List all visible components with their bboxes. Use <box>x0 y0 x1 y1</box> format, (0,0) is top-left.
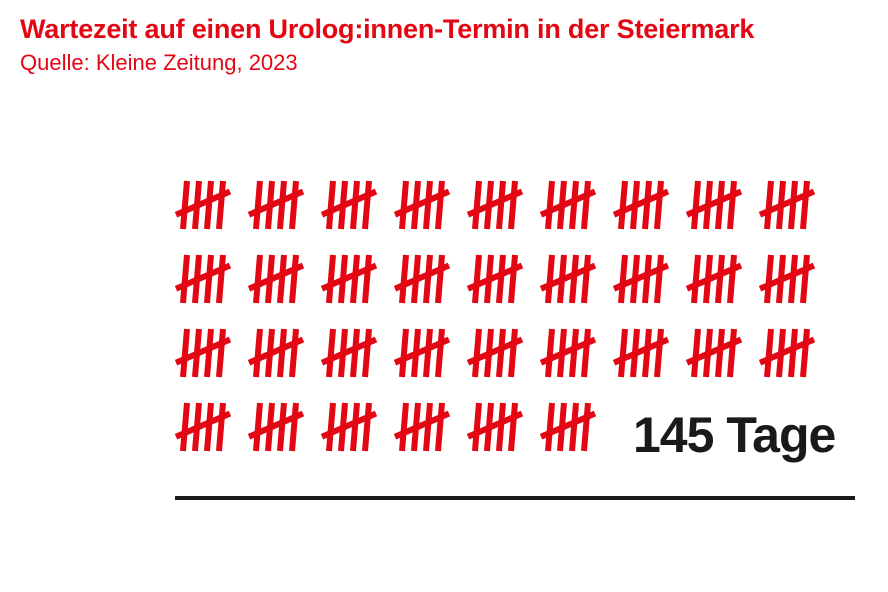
tally-group-icon <box>540 326 596 380</box>
tally-group-icon <box>394 178 450 232</box>
tally-group-icon <box>467 400 523 454</box>
tally-group-icon <box>467 252 523 306</box>
result-value: 145 Tage <box>633 410 835 460</box>
tally-group-icon <box>540 178 596 232</box>
tally-group-icon <box>175 252 231 306</box>
page-title: Wartezeit auf einen Urolog:innen-Termin … <box>20 14 754 45</box>
tally-group-icon <box>467 326 523 380</box>
tally-group-icon <box>759 252 815 306</box>
tally-row <box>175 252 875 306</box>
tally-group-icon <box>321 178 377 232</box>
tally-group-icon <box>540 400 596 454</box>
tally-group-icon <box>175 178 231 232</box>
tally-group-icon <box>394 252 450 306</box>
tally-group-icon <box>686 252 742 306</box>
tally-group-icon <box>759 326 815 380</box>
tally-group-icon <box>394 400 450 454</box>
tally-group-icon <box>248 252 304 306</box>
underline <box>175 496 855 500</box>
tally-group-icon <box>175 326 231 380</box>
source-line: Quelle: Kleine Zeitung, 2023 <box>20 50 298 76</box>
tally-group-icon <box>613 178 669 232</box>
tally-area: 145 Tage <box>175 178 875 474</box>
tally-group-icon <box>248 178 304 232</box>
tally-group-icon <box>248 326 304 380</box>
tally-group-icon <box>686 178 742 232</box>
tally-group-icon <box>394 326 450 380</box>
tally-group-icon <box>321 326 377 380</box>
tally-row <box>175 178 875 232</box>
tally-row <box>175 326 875 380</box>
infographic-page: Wartezeit auf einen Urolog:innen-Termin … <box>0 0 888 592</box>
tally-group-icon <box>759 178 815 232</box>
tally-group-icon <box>321 252 377 306</box>
tally-group-icon <box>467 178 523 232</box>
tally-row: 145 Tage <box>175 400 875 454</box>
tally-group-icon <box>540 252 596 306</box>
tally-group-icon <box>321 400 377 454</box>
tally-group-icon <box>248 400 304 454</box>
tally-group-icon <box>175 400 231 454</box>
tally-group-icon <box>613 252 669 306</box>
tally-group-icon <box>686 326 742 380</box>
tally-group-icon <box>613 326 669 380</box>
